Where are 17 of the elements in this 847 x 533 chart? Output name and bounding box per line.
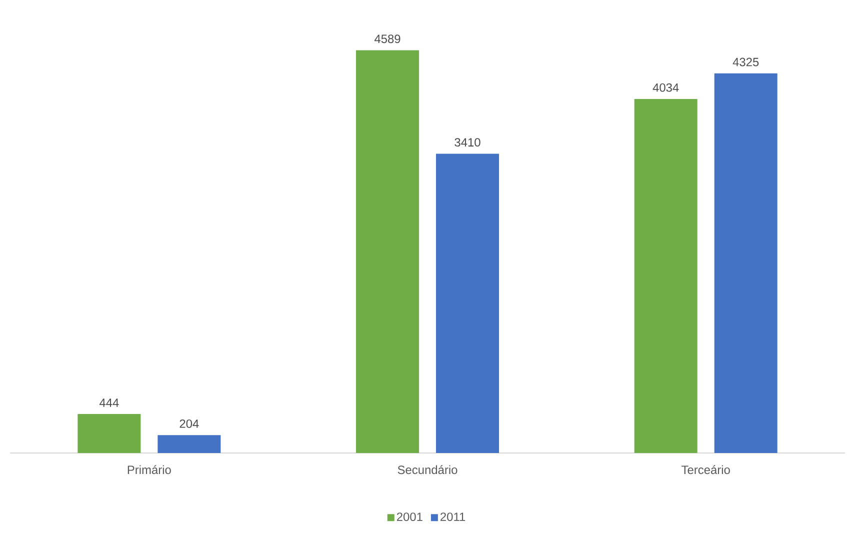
bar — [436, 154, 500, 453]
legend-label: 2001 — [396, 512, 422, 522]
bar — [634, 98, 698, 453]
data-label: 444 — [99, 398, 119, 407]
bar — [714, 73, 778, 453]
bar — [78, 414, 141, 453]
data-label: 204 — [180, 419, 199, 428]
data-label: 4325 — [732, 58, 759, 66]
data-label: 4034 — [652, 83, 679, 92]
data-label: 3410 — [454, 138, 480, 147]
x-tick-label: Secundário — [398, 465, 458, 474]
legend-label: 2011 — [440, 512, 466, 522]
x-tick-label: Primário — [128, 465, 171, 474]
bar — [356, 50, 420, 453]
data-label: 4589 — [374, 34, 400, 44]
x-tick-label: Terceário — [682, 465, 730, 474]
bar — [158, 435, 221, 453]
